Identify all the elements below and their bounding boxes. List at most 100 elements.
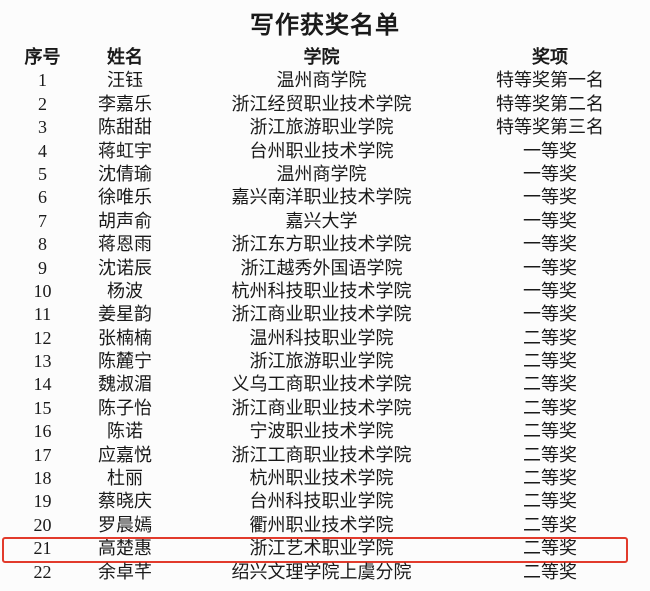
cell-name: 陈诺 [107, 421, 143, 442]
cell-college: 浙江东方职业技术学院 [231, 234, 412, 255]
table-row: 20 罗晨嫣 衢州职业技术学院 二等奖 [0, 514, 650, 537]
cell-college: 浙江工商职业技术学院 [231, 444, 412, 465]
cell-name: 蒋虹宇 [98, 140, 152, 161]
award-list-document: 写作获奖名单 序号 姓名 学院 奖项 1 汪钰 温州商学院 特等奖第一名 2 李嘉乐 浙江经… [0, 11, 650, 591]
cell-name: 沈倩瑜 [98, 163, 152, 184]
cell-serial-number: 6 [38, 187, 47, 208]
cell-award: 一等奖 [523, 280, 577, 301]
award-table-body: 1 汪钰 温州商学院 特等奖第一名 2 李嘉乐 浙江经贸职业技术学院 特等奖第二名 3 陈甜甜 浙江… [0, 69, 650, 584]
cell-award: 二等奖 [523, 491, 577, 512]
cell-name: 陈甜甜 [98, 117, 152, 138]
cell-serial-number: 11 [33, 304, 52, 325]
cell-college: 温州商学院 [276, 163, 367, 184]
cell-award: 一等奖 [523, 163, 577, 184]
table-row: 12 张楠楠 温州科技职业学院 二等奖 [0, 327, 650, 350]
cell-award: 一等奖 [523, 210, 577, 231]
cell-award: 二等奖 [523, 514, 577, 535]
cell-name: 李嘉乐 [98, 93, 152, 114]
cell-name: 余卓芊 [98, 561, 152, 582]
cell-college: 浙江旅游职业学院 [249, 117, 394, 138]
page-title: 写作获奖名单 [250, 12, 400, 39]
table-row: 21 高楚惠 浙江艺术职业学院 二等奖 [0, 536, 650, 563]
award-table: 序号 姓名 学院 奖项 1 汪钰 温州商学院 特等奖第一名 2 李嘉乐 浙江经贸职业技术学院… [0, 46, 650, 584]
cell-serial-number: 1 [38, 70, 47, 91]
cell-college: 台州职业技术学院 [249, 140, 394, 161]
cell-serial-number: 20 [33, 514, 52, 535]
cell-award: 二等奖 [523, 421, 577, 442]
table-row: 4 蒋虹宇 台州职业技术学院 一等奖 [0, 140, 650, 163]
cell-name: 胡声俞 [98, 210, 152, 231]
cell-award: 二等奖 [523, 397, 577, 418]
table-row: 15 陈子怡 浙江商业职业技术学院 二等奖 [0, 397, 650, 420]
cell-college: 宁波职业技术学院 [249, 421, 394, 442]
cell-serial-number: 13 [33, 351, 52, 372]
cell-name: 沈诺辰 [98, 257, 152, 278]
cell-name: 姜星韵 [98, 304, 152, 325]
table-row: 13 陈麓宁 浙江旅游职业学院 二等奖 [0, 350, 650, 373]
table-row: 19 蔡晓庆 台州科技职业学院 二等奖 [0, 490, 650, 513]
cell-name: 应嘉悦 [98, 444, 152, 465]
cell-serial-number: 7 [38, 210, 47, 231]
cell-college: 浙江经贸职业技术学院 [231, 93, 412, 114]
cell-award: 二等奖 [523, 374, 577, 395]
cell-award: 二等奖 [523, 444, 577, 465]
cell-name: 罗晨嫣 [98, 514, 152, 535]
cell-serial-number: 12 [33, 327, 52, 348]
cell-name: 蔡晓庆 [98, 491, 152, 512]
cell-college: 义乌工商职业技术学院 [231, 374, 412, 395]
cell-name: 高楚惠 [98, 538, 152, 559]
table-row: 1 汪钰 温州商学院 特等奖第一名 [0, 69, 650, 92]
table-row: 11 姜星韵 浙江商业职业技术学院 一等奖 [0, 303, 650, 326]
header-college: 学院 [303, 47, 340, 67]
cell-award: 特等奖第三名 [496, 117, 604, 138]
cell-name: 魏淑湄 [98, 374, 152, 395]
cell-name: 陈麓宁 [98, 351, 152, 372]
cell-college: 绍兴文理学院上虞分院 [231, 561, 412, 582]
cell-award: 一等奖 [523, 234, 577, 255]
table-row: 16 陈诺 宁波职业技术学院 二等奖 [0, 420, 650, 443]
cell-name: 杜丽 [107, 468, 143, 489]
table-header-row: 序号 姓名 学院 奖项 [0, 46, 650, 69]
cell-award: 一等奖 [523, 257, 577, 278]
cell-college: 台州科技职业学院 [249, 491, 394, 512]
cell-serial-number: 21 [33, 538, 52, 559]
table-row: 3 陈甜甜 浙江旅游职业学院 特等奖第三名 [0, 116, 650, 139]
cell-college: 杭州职业技术学院 [249, 468, 394, 489]
table-row: 14 魏淑湄 义乌工商职业技术学院 二等奖 [0, 373, 650, 396]
cell-college: 衢州职业技术学院 [249, 514, 394, 535]
cell-serial-number: 9 [38, 257, 47, 278]
cell-serial-number: 19 [33, 491, 52, 512]
cell-serial-number: 5 [38, 163, 47, 184]
cell-award: 二等奖 [523, 561, 577, 582]
cell-award: 一等奖 [523, 187, 577, 208]
cell-college: 温州商学院 [276, 70, 367, 91]
cell-award: 一等奖 [523, 140, 577, 161]
cell-name: 杨波 [107, 280, 143, 301]
cell-award: 二等奖 [523, 468, 577, 489]
cell-college: 浙江旅游职业学院 [249, 351, 394, 372]
cell-award: 二等奖 [523, 327, 577, 348]
cell-serial-number: 18 [33, 468, 52, 489]
cell-college: 浙江越秀外国语学院 [240, 257, 403, 278]
table-row: 2 李嘉乐 浙江经贸职业技术学院 特等奖第二名 [0, 93, 650, 116]
cell-college: 嘉兴大学 [285, 210, 358, 231]
cell-serial-number: 16 [33, 421, 52, 442]
table-row: 17 应嘉悦 浙江工商职业技术学院 二等奖 [0, 444, 650, 467]
cell-name: 陈子怡 [98, 397, 152, 418]
header-serial-number: 序号 [24, 47, 61, 67]
cell-award: 二等奖 [523, 351, 577, 372]
cell-serial-number: 8 [38, 234, 47, 255]
cell-serial-number: 14 [33, 374, 52, 395]
cell-award: 特等奖第一名 [496, 70, 604, 91]
cell-college: 温州科技职业学院 [249, 327, 394, 348]
table-row: 9 沈诺辰 浙江越秀外国语学院 一等奖 [0, 257, 650, 280]
cell-college: 浙江艺术职业学院 [249, 538, 394, 559]
cell-college: 嘉兴南洋职业技术学院 [231, 187, 412, 208]
header-name: 姓名 [107, 47, 143, 67]
cell-college: 杭州科技职业技术学院 [231, 280, 412, 301]
cell-award: 特等奖第二名 [496, 93, 604, 114]
cell-college: 浙江商业职业技术学院 [231, 397, 412, 418]
cell-serial-number: 2 [38, 93, 47, 114]
cell-college: 浙江商业职业技术学院 [231, 304, 412, 325]
table-row: 22 余卓芊 绍兴文理学院上虞分院 二等奖 [0, 561, 650, 584]
